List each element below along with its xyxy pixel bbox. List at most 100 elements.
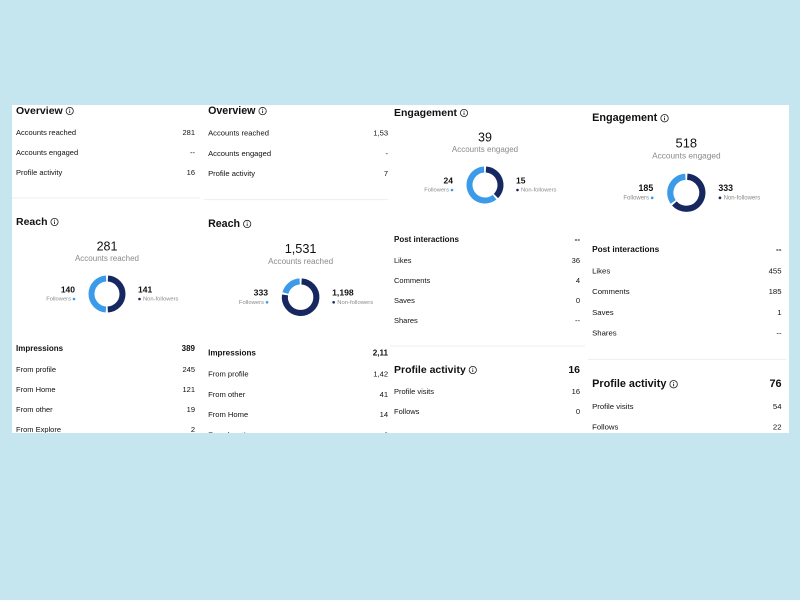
hero-caption: Accounts engaged	[652, 152, 721, 161]
row-label: Profile visits	[394, 387, 434, 396]
followers-label: Followers	[424, 188, 449, 194]
info-icon-dot	[463, 110, 465, 112]
info-icon	[460, 109, 469, 117]
row-value: --	[575, 316, 580, 325]
donut-followers	[282, 278, 301, 295]
strip-background	[12, 105, 789, 433]
info-icon-dot	[262, 108, 264, 110]
subheader-value: --	[776, 245, 782, 254]
row-label: From Home	[16, 385, 56, 394]
subheader-label: Post interactions	[394, 235, 459, 244]
section-title: Profile activity	[394, 364, 466, 376]
row-value: 19	[187, 405, 195, 414]
non-followers-dot	[332, 300, 335, 304]
section-title: Overview	[208, 105, 256, 117]
info-icon	[660, 114, 669, 123]
row-value: 245	[182, 365, 195, 374]
row-label: Likes	[592, 266, 610, 275]
subheader-label: Impressions	[16, 344, 64, 353]
subheader-value: --	[575, 235, 581, 244]
row-value: 0	[576, 296, 580, 305]
row-value: 7	[384, 169, 388, 178]
row-value: 1	[777, 308, 781, 317]
row-label: Accounts engaged	[16, 148, 78, 157]
non-followers-label: Non-followers	[521, 188, 557, 194]
row-label: Accounts reached	[16, 128, 76, 137]
info-icon-dot	[673, 381, 675, 383]
hero-caption: Accounts engaged	[452, 145, 518, 154]
row-value: 121	[182, 385, 195, 394]
row-label: Shares	[394, 316, 418, 325]
subheader-value: 389	[182, 344, 196, 353]
section-title: Reach	[16, 216, 48, 228]
donut-followers	[466, 166, 497, 204]
subheader-value: 2,11	[373, 348, 389, 357]
row-value: 1,53	[373, 128, 388, 137]
row-label: Comments	[592, 287, 630, 296]
row-label: From Explore	[16, 425, 61, 434]
info-icon-dot	[54, 219, 56, 221]
insights-panel: Overview Accounts reached 1,53 Accounts eng…	[204, 105, 389, 433]
info-icon-dot	[69, 108, 71, 110]
hero-number: 518	[676, 136, 698, 151]
row-value: 2	[191, 425, 195, 434]
row-label: Accounts engaged	[208, 149, 271, 158]
followers-count: 185	[639, 183, 654, 193]
non-followers-label: Non-followers	[724, 195, 761, 201]
section-value: 16	[568, 364, 580, 376]
hero-number: 39	[478, 130, 492, 144]
row-value: --	[776, 329, 782, 338]
subheader-label: Post interactions	[592, 245, 659, 254]
section-value: 76	[769, 378, 781, 390]
row-value: 16	[187, 168, 195, 177]
row-label: From profile	[16, 365, 56, 374]
non-followers-label: Non-followers	[337, 300, 373, 306]
row-label: Profile activity	[208, 169, 255, 178]
hero-caption: Accounts reached	[268, 257, 333, 266]
row-value: 0	[576, 407, 580, 416]
donut-non-followers	[672, 173, 706, 212]
row-label: Saves	[394, 296, 415, 305]
donut-followers	[88, 275, 107, 313]
hero-number: 281	[97, 239, 118, 253]
non-followers-count: 15	[516, 175, 526, 185]
info-icon-dot	[472, 367, 474, 369]
followers-label: Followers	[46, 297, 71, 303]
info-icon-dot	[246, 221, 248, 223]
donut-followers	[667, 173, 686, 204]
row-value: 22	[773, 423, 782, 432]
info-icon	[65, 107, 74, 115]
row-value: 4	[576, 276, 580, 285]
section-title: Profile activity	[592, 378, 666, 390]
donut-non-followers	[485, 166, 504, 199]
insights-strip: Overview Accounts reached 281 Accounts enga…	[12, 105, 789, 434]
non-followers-count: 333	[718, 183, 733, 193]
non-followers-count: 141	[138, 284, 152, 294]
row-value: --	[190, 148, 195, 157]
row-label: From other	[16, 405, 53, 414]
row-value: -	[386, 149, 389, 158]
row-value: 36	[572, 256, 580, 265]
row-value: 1,42	[373, 370, 388, 379]
info-icon	[243, 219, 252, 229]
followers-count: 140	[61, 284, 75, 294]
followers-label: Followers	[239, 300, 264, 306]
row-value: 54	[773, 402, 782, 411]
followers-dot	[650, 196, 654, 200]
row-value: 16	[572, 387, 580, 396]
followers-count: 333	[254, 287, 269, 297]
row-value: 41	[380, 390, 388, 399]
info-icon	[468, 365, 477, 374]
section-title: Reach	[208, 218, 240, 230]
subheader-label: Impressions	[208, 348, 256, 357]
row-value: 281	[182, 128, 195, 137]
info-icon-dot	[664, 115, 666, 117]
section-title: Engagement	[394, 107, 458, 119]
non-followers-dot	[516, 188, 519, 192]
row-value: 14	[380, 410, 389, 419]
row-label: Follows	[394, 407, 420, 416]
